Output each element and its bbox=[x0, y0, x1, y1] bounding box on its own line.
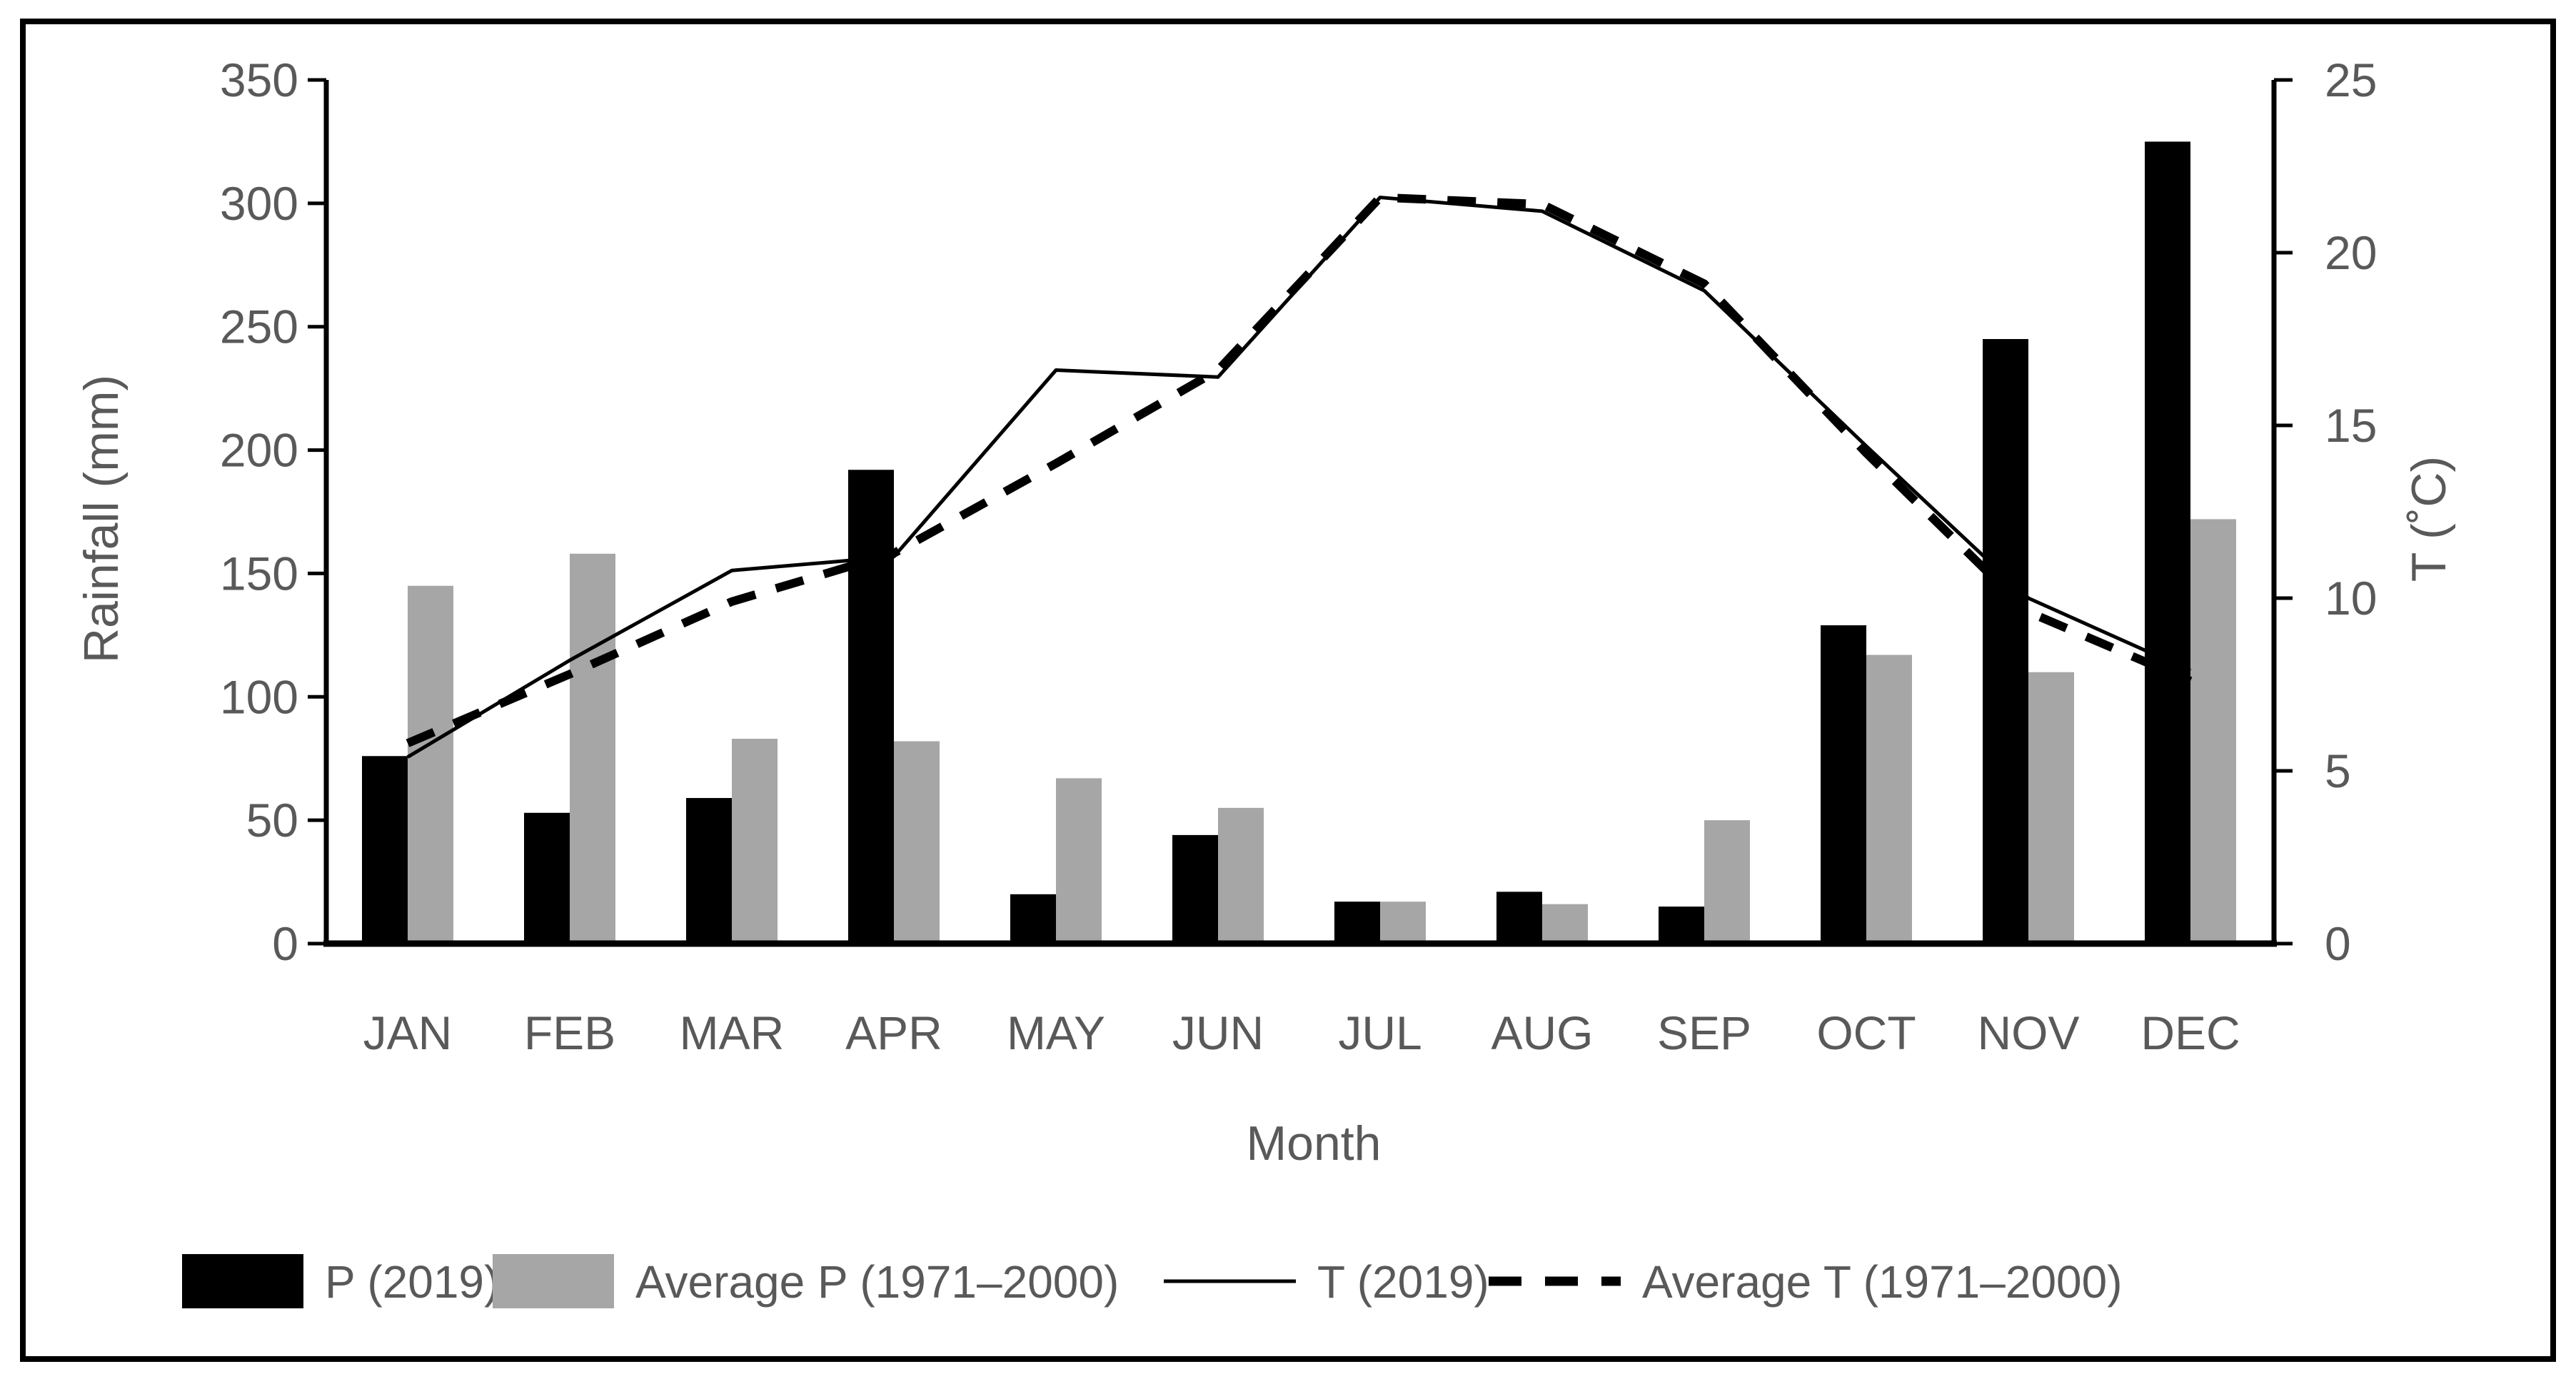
legend-swatch-p2019 bbox=[182, 1254, 303, 1308]
bars-group bbox=[362, 141, 2236, 944]
bar-avg-p-nov bbox=[2028, 672, 2074, 944]
bar-p2019-sep bbox=[1659, 906, 1704, 944]
month-label-feb: FEB bbox=[524, 1006, 615, 1059]
month-label-mar: MAR bbox=[680, 1006, 785, 1059]
month-label-sep: SEP bbox=[1657, 1006, 1751, 1059]
chart-border-frame bbox=[20, 19, 2556, 1362]
bar-avg-p-jun bbox=[1218, 807, 1264, 944]
bar-avg-p-jan bbox=[408, 585, 453, 944]
month-label-oct: OCT bbox=[1816, 1006, 1916, 1059]
bar-p2019-mar bbox=[686, 798, 732, 944]
month-label-jun: JUN bbox=[1172, 1006, 1264, 1059]
right-axis-title: T (˚C) bbox=[2402, 456, 2456, 582]
right-tick-label-25: 25 bbox=[2325, 54, 2377, 106]
legend-label-t2019: T (2019) bbox=[1317, 1256, 1489, 1308]
bar-avg-p-feb bbox=[570, 553, 615, 944]
month-label-nov: NOV bbox=[1977, 1006, 2079, 1059]
left-tick-label-250: 250 bbox=[220, 300, 298, 353]
bar-avg-p-oct bbox=[1866, 655, 1912, 944]
axes-group bbox=[308, 78, 2293, 947]
right-tick-label-15: 15 bbox=[2325, 399, 2377, 452]
right-tick-label-10: 10 bbox=[2325, 572, 2377, 625]
left-tick-label-150: 150 bbox=[220, 547, 298, 600]
left-tick-label-50: 50 bbox=[246, 794, 298, 847]
right-tick-label-20: 20 bbox=[2325, 226, 2377, 279]
bar-p2019-aug bbox=[1496, 891, 1542, 944]
bar-p2019-feb bbox=[524, 812, 570, 944]
legend-swatch-avg-p bbox=[493, 1254, 614, 1308]
bar-avg-p-may bbox=[1056, 778, 1102, 944]
bar-avg-p-jul bbox=[1380, 901, 1426, 944]
month-label-jan: JAN bbox=[363, 1006, 453, 1059]
bar-avg-p-dec bbox=[2190, 519, 2236, 944]
right-tick-label-0: 0 bbox=[2325, 917, 2351, 970]
bar-p2019-oct bbox=[1821, 625, 1866, 944]
x-axis-title: Month bbox=[1247, 1116, 1382, 1171]
bar-p2019-jan bbox=[362, 756, 408, 944]
month-label-apr: APR bbox=[845, 1006, 942, 1059]
legend-label-p2019: P (2019) bbox=[325, 1256, 499, 1308]
legend-label-avg-p: Average P (1971–2000) bbox=[635, 1256, 1119, 1308]
line-avg-t bbox=[406, 193, 2193, 747]
month-label-aug: AUG bbox=[1491, 1006, 1593, 1059]
bar-p2019-may bbox=[1010, 894, 1056, 944]
legend-label-avg-t: Average T (1971–2000) bbox=[1642, 1256, 2123, 1308]
month-label-may: MAY bbox=[1007, 1006, 1105, 1059]
month-label-jul: JUL bbox=[1338, 1006, 1422, 1059]
right-tick-label-5: 5 bbox=[2325, 744, 2351, 797]
bar-p2019-nov bbox=[1983, 339, 2028, 944]
bar-p2019-jun bbox=[1172, 834, 1218, 944]
month-label-dec: DEC bbox=[2140, 1006, 2240, 1059]
bar-p2019-jul bbox=[1334, 901, 1380, 944]
bar-avg-p-mar bbox=[732, 739, 778, 944]
left-tick-label-200: 200 bbox=[220, 424, 298, 477]
left-axis-title: Rainfall (mm) bbox=[74, 375, 129, 663]
bar-p2019-dec bbox=[2145, 141, 2190, 944]
tick-labels-group: 0 50 100 150 200 250 300 350 0 5 10 15 20 25 bbox=[220, 54, 2378, 970]
lines-group bbox=[406, 193, 2193, 759]
bar-p2019-apr bbox=[848, 470, 894, 944]
legend: P (2019) Average P (1971–2000) T (2019) … bbox=[182, 1254, 2123, 1308]
bar-avg-p-apr bbox=[894, 741, 940, 944]
left-tick-label-350: 350 bbox=[220, 54, 298, 106]
left-tick-label-300: 300 bbox=[220, 177, 298, 230]
left-tick-label-0: 0 bbox=[272, 917, 298, 970]
bar-avg-p-sep bbox=[1704, 820, 1750, 944]
bar-avg-p-aug bbox=[1542, 904, 1588, 944]
month-labels-group: JAN FEB MAR APR MAY JUN JUL AUG SEP OCT NOV DEC bbox=[363, 1006, 2240, 1059]
left-tick-label-100: 100 bbox=[220, 670, 298, 723]
